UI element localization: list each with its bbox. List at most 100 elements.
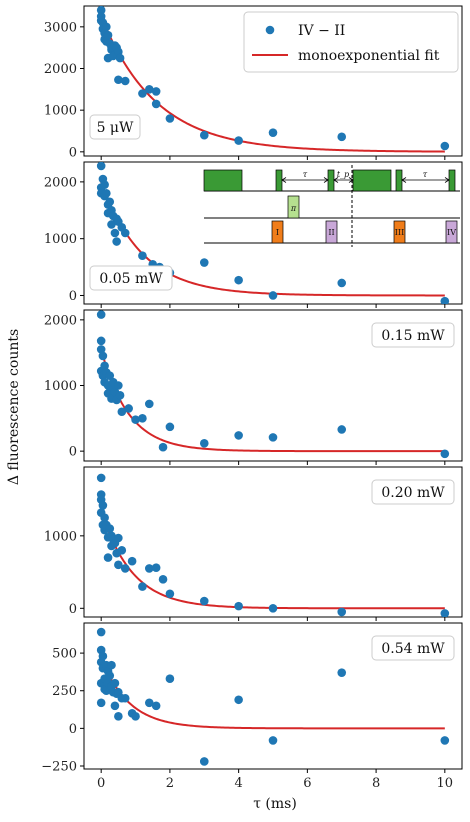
- data-point: [165, 674, 175, 683]
- fit-line: [100, 657, 445, 730]
- laser-pulse: [275, 169, 283, 192]
- y-tick-label: 2000: [44, 175, 77, 190]
- pi-label: π: [290, 204, 297, 213]
- data-point: [103, 553, 113, 562]
- data-point: [158, 442, 168, 452]
- data-point: [105, 371, 115, 380]
- data-point: [138, 89, 147, 98]
- data-point: [440, 296, 450, 304]
- data-point: [105, 671, 115, 680]
- readout-label-IV: IV: [447, 228, 456, 237]
- data-point: [100, 513, 109, 523]
- data-point: [138, 582, 147, 591]
- data-point: [144, 399, 154, 409]
- data-point: [98, 351, 108, 361]
- data-point: [337, 278, 347, 288]
- data-point: [114, 381, 123, 390]
- x-tick-label: 4: [234, 776, 242, 791]
- y-tick-label: 250: [52, 684, 77, 699]
- panel-label: 0.54 mW: [381, 641, 445, 657]
- data-point: [234, 136, 243, 145]
- legend-entry-points: IV − II: [298, 23, 345, 39]
- pulse-sequence-inset: τ t_p τπI II III IV: [203, 165, 460, 247]
- data-point: [107, 220, 116, 229]
- data-point: [440, 141, 450, 151]
- data-point: [158, 575, 168, 584]
- data-point: [337, 132, 347, 142]
- tau-label-2: τ: [423, 170, 428, 179]
- data-point: [107, 660, 116, 670]
- data-point: [234, 695, 243, 705]
- data-point: [102, 22, 111, 32]
- legend-marker-points: [265, 25, 275, 35]
- y-tick-label: 2000: [44, 313, 77, 328]
- laser-pulse: [327, 169, 335, 192]
- readout-window-3: [393, 220, 406, 244]
- data-point: [110, 678, 120, 688]
- panel-1: 0 1000 2000 3000 IV − II monoexponential fit 5…: [44, 5, 463, 160]
- y-tick-label: 500: [52, 647, 77, 662]
- data-point: [199, 438, 209, 448]
- y-tick-label: −250: [41, 759, 77, 774]
- data-point: [151, 87, 161, 96]
- data-point: [440, 609, 450, 617]
- data-point: [199, 130, 209, 140]
- data-point: [96, 698, 106, 708]
- data-point: [337, 425, 347, 434]
- data-point: [120, 693, 130, 703]
- data-point: [100, 361, 109, 371]
- laser-pulse: [203, 169, 243, 192]
- data-point: [98, 651, 108, 661]
- data-point: [234, 275, 243, 285]
- data-point: [127, 556, 137, 566]
- data-point: [199, 258, 209, 267]
- data-point: [268, 128, 278, 137]
- tp-arrow-head-right: [348, 177, 354, 183]
- data-point: [440, 449, 450, 459]
- data-point: [151, 701, 161, 711]
- tau-arrow-2-head-right: [444, 177, 450, 183]
- legend-box: [243, 11, 459, 73]
- data-point: [100, 180, 109, 190]
- data-point: [96, 473, 106, 483]
- y-tick-label: 0: [69, 602, 77, 617]
- data-point: [268, 604, 278, 613]
- data-point: [131, 712, 140, 721]
- laser-pulse: [395, 169, 403, 192]
- data-point: [337, 607, 347, 617]
- data-point: [138, 251, 147, 261]
- data-point: [144, 564, 154, 573]
- x-tick-label: 10: [437, 776, 454, 791]
- x-tick-label: 2: [166, 776, 174, 791]
- data-point: [105, 524, 115, 533]
- data-point: [120, 228, 130, 238]
- data-point: [96, 162, 106, 171]
- data-point: [110, 228, 120, 238]
- fit-line: [100, 349, 445, 453]
- tp-arrow-head-left: [333, 177, 339, 183]
- panel-label-box: [371, 635, 455, 661]
- y-tick-label: 3000: [44, 20, 77, 35]
- readout-label-II: II: [328, 228, 334, 237]
- panel-label: 0.05 mW: [99, 271, 163, 287]
- data-point: [114, 712, 123, 721]
- data-point: [110, 701, 120, 711]
- data-point: [96, 345, 106, 354]
- panel-label-group: 0.20 mW: [371, 479, 455, 505]
- data-point: [199, 596, 209, 606]
- panel-4: 0 1000 0.20 mW: [44, 466, 463, 621]
- data-point: [138, 414, 147, 423]
- data-point: [96, 310, 106, 319]
- panel-label-box: [89, 114, 141, 140]
- y-tick-label: 0: [69, 145, 77, 160]
- data-point: [114, 75, 123, 85]
- panel-label: 5 μW: [97, 120, 134, 136]
- data-point: [268, 433, 278, 442]
- readout-window-4: [445, 220, 458, 244]
- data-point: [151, 563, 161, 573]
- panel-label: 0.20 mW: [381, 485, 445, 501]
- data-point: [165, 422, 175, 432]
- readout-label-I: I: [276, 228, 279, 237]
- data-point: [112, 237, 121, 246]
- data-point: [131, 415, 140, 424]
